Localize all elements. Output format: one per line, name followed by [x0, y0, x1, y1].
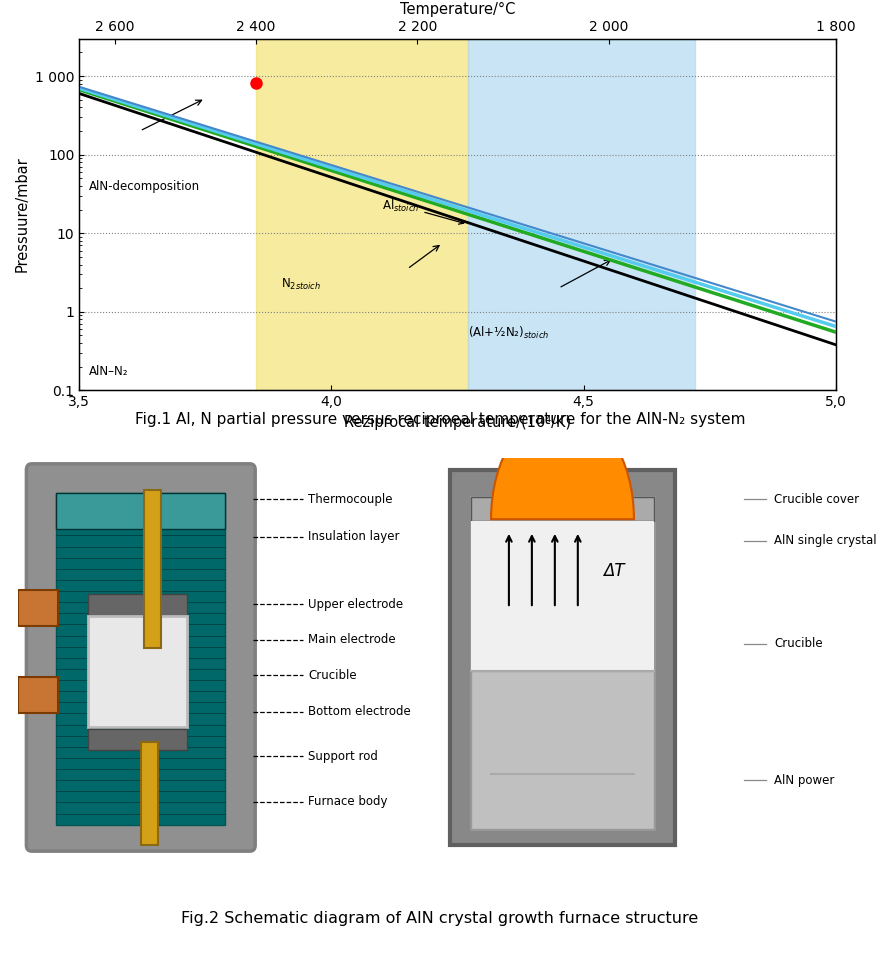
Bar	[141, 742, 158, 845]
Text: AlN–N₂: AlN–N₂	[89, 365, 128, 379]
Bar	[256, 39, 467, 390]
Bar	[471, 497, 655, 522]
Text: Bottom electrode: Bottom electrode	[308, 705, 411, 718]
Text: AlN-decomposition: AlN-decomposition	[89, 180, 201, 194]
Bar	[88, 594, 187, 616]
Bar	[56, 494, 225, 825]
Text: Fig.1 Al, N partial pressure versus reciproeal temperature for the AlN-N₂ system: Fig.1 Al, N partial pressure versus reci…	[135, 412, 745, 427]
Bar	[18, 678, 58, 712]
Text: Thermocouple: Thermocouple	[308, 493, 392, 506]
Bar	[18, 590, 58, 626]
Bar	[144, 490, 160, 648]
Text: Crucible cover: Crucible cover	[774, 493, 860, 506]
Bar	[471, 671, 655, 829]
Text: AlN single crystal: AlN single crystal	[774, 534, 877, 548]
Text: Al$_{stoich}$: Al$_{stoich}$	[382, 198, 464, 225]
Wedge shape	[491, 409, 634, 520]
Text: N$_{2stoich}$: N$_{2stoich}$	[281, 278, 321, 292]
Bar	[471, 522, 655, 671]
Text: Support rod: Support rod	[308, 750, 378, 763]
Text: Furnace body: Furnace body	[308, 795, 387, 808]
Bar	[88, 616, 187, 727]
Text: (Al+½N₂)$_{stoich}$: (Al+½N₂)$_{stoich}$	[467, 325, 549, 341]
Bar	[88, 729, 187, 750]
Bar	[467, 39, 694, 390]
Text: Main electrode: Main electrode	[308, 633, 396, 646]
Bar	[451, 469, 675, 845]
Bar	[471, 497, 655, 829]
Y-axis label: Pressuure/mbar: Pressuure/mbar	[14, 156, 29, 273]
Text: Crucible: Crucible	[774, 637, 823, 650]
Text: Upper electrode: Upper electrode	[308, 598, 403, 610]
Text: ΔT: ΔT	[604, 562, 625, 580]
X-axis label: Temperature/°C: Temperature/°C	[400, 2, 516, 17]
FancyBboxPatch shape	[26, 464, 255, 851]
Text: Insulation layer: Insulation layer	[308, 530, 400, 544]
Text: Fig.2 Schematic diagram of AlN crystal growth furnace structure: Fig.2 Schematic diagram of AlN crystal g…	[181, 911, 699, 926]
Bar	[56, 494, 225, 529]
Text: AlN power: AlN power	[774, 773, 835, 787]
X-axis label: Reziprocal temperature/(10⁴/K): Reziprocal temperature/(10⁴/K)	[344, 415, 571, 430]
Text: Crucible: Crucible	[308, 669, 356, 682]
